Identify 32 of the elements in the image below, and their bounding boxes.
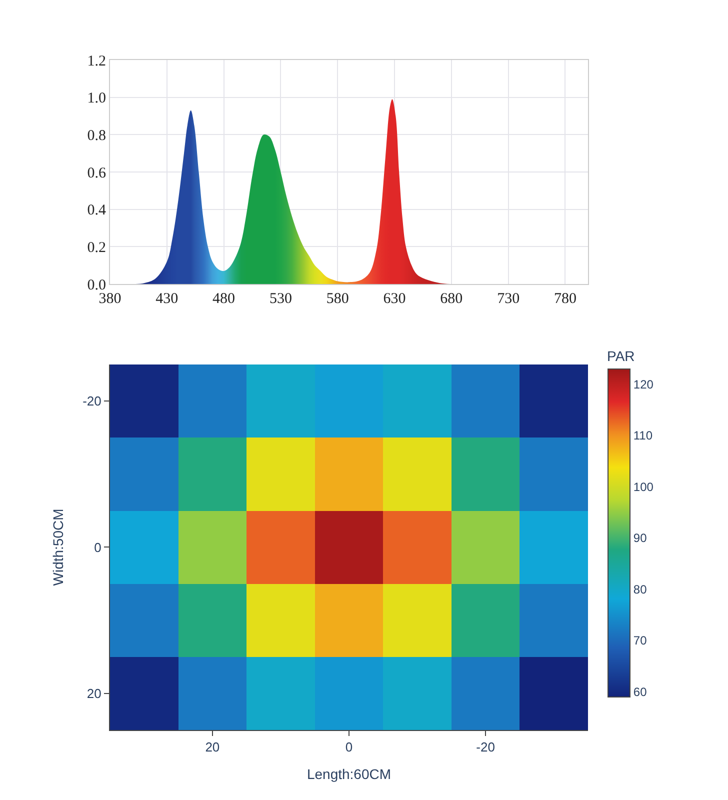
x-tick-label: 630	[383, 291, 406, 308]
x-tick-label: 0	[345, 740, 353, 755]
y-tick-label: 1.0	[87, 90, 106, 107]
x-tick-label: 680	[440, 291, 463, 308]
x-tick-label: -20	[476, 740, 495, 755]
y-tick-label: 0.8	[87, 128, 106, 144]
y-tick-label: 20	[86, 686, 102, 701]
x-tick-label: 380	[98, 291, 122, 308]
x-tick-label: 430	[156, 291, 178, 308]
color-bar-label: 70	[633, 634, 648, 648]
color-bar-title: PAR	[607, 348, 635, 364]
y-tick-label: 0.2	[87, 240, 106, 256]
y-tick-label: -20	[82, 394, 102, 409]
y-axis-title: Width:50CM	[50, 508, 66, 586]
color-bar-label: 80	[633, 582, 648, 596]
x-axis-title: Length:60CM	[306, 766, 392, 782]
x-tick-label: 20	[205, 740, 220, 755]
y-tick-label: 0.6	[87, 165, 106, 182]
color-bar-label: 100	[633, 480, 654, 494]
color-bar-label: 90	[633, 531, 648, 546]
y-tick-label: 0	[94, 540, 102, 555]
color-bar-label: 60	[633, 684, 648, 699]
x-tick-label: 780	[554, 291, 576, 308]
y-tick-label: 0.4	[87, 202, 106, 219]
x-tick-label: 480	[212, 291, 236, 308]
y-tick-label: 0.0	[87, 277, 106, 294]
y-tick-label: 1.2	[87, 53, 106, 70]
x-tick-label: 580	[326, 291, 349, 308]
color-bar-label: 110	[633, 428, 653, 443]
x-tick-label: 530	[269, 291, 292, 308]
x-tick-label: 730	[497, 291, 520, 308]
color-bar-label: 120	[633, 377, 654, 392]
